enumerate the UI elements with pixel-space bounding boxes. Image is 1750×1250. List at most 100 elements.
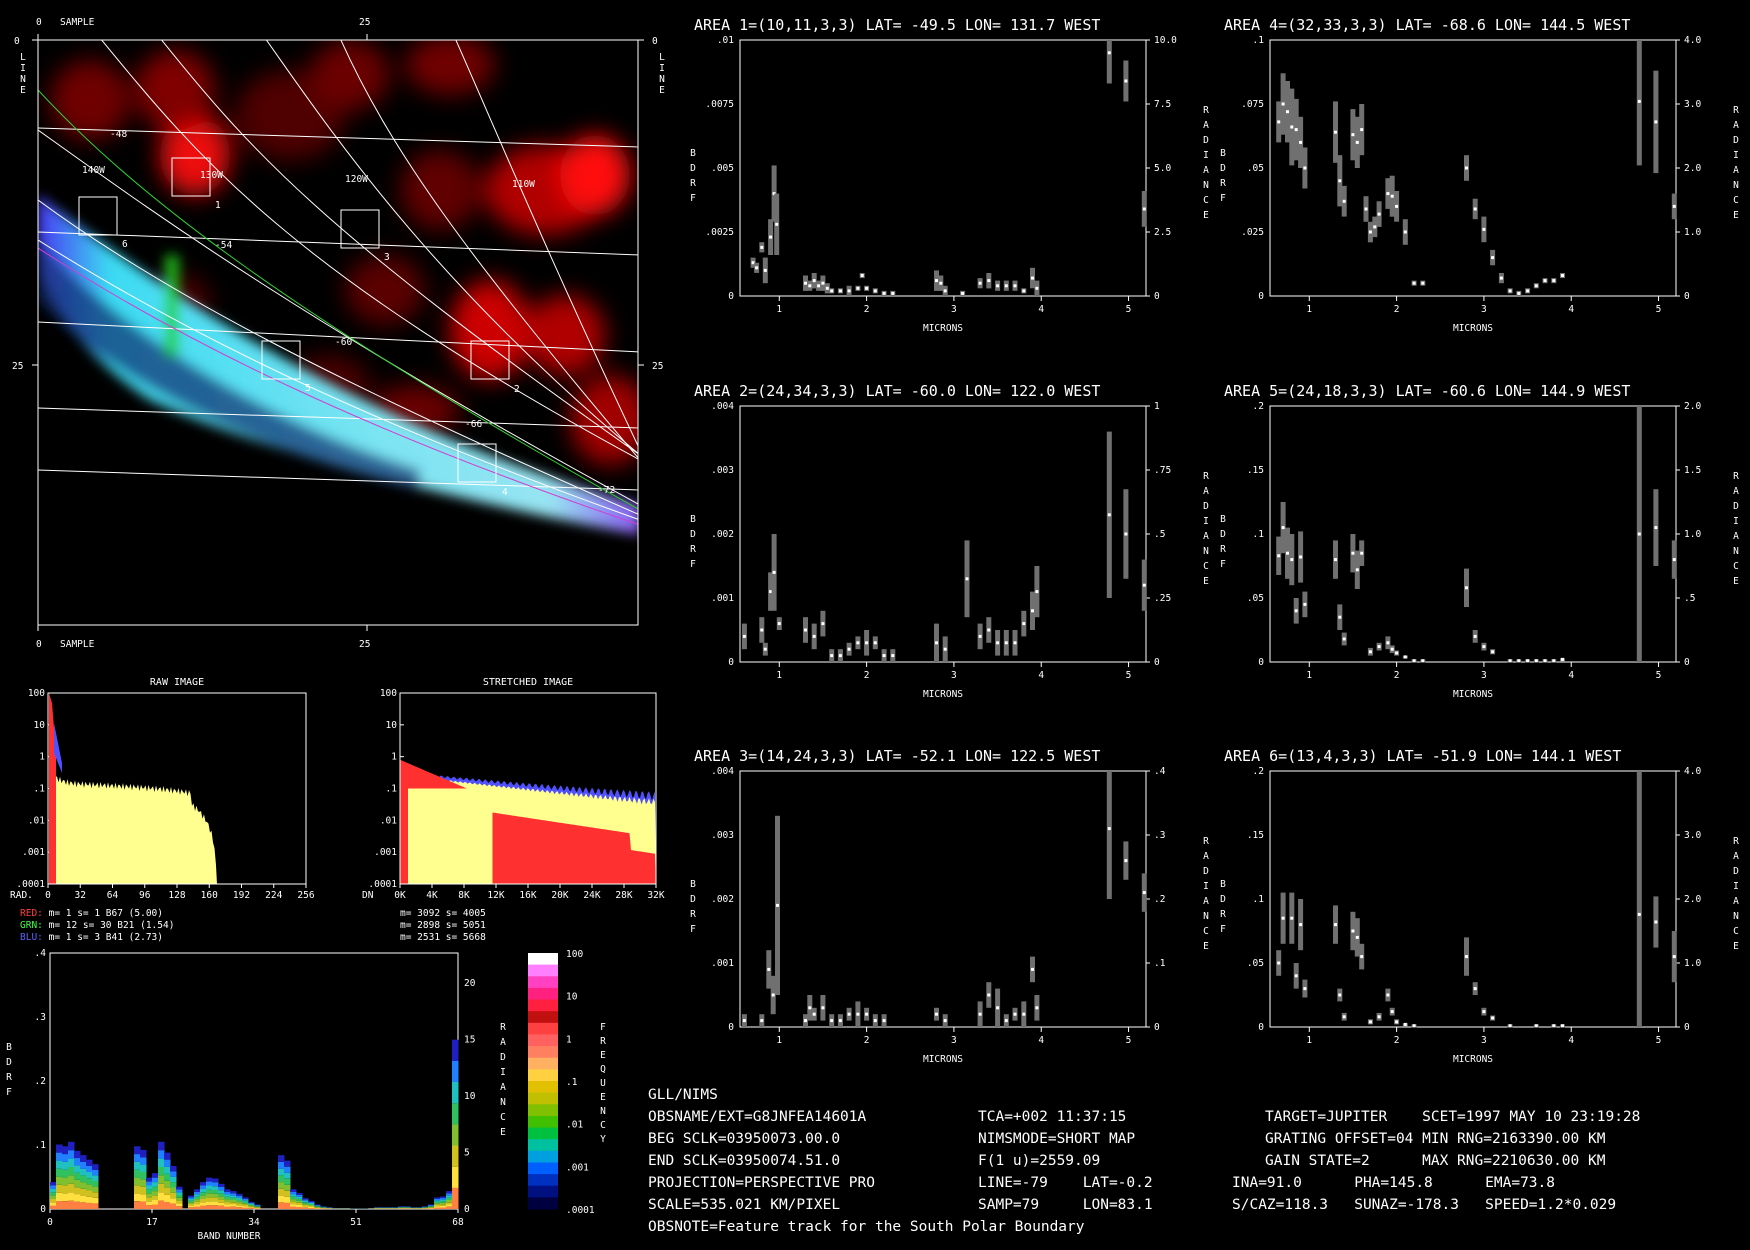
area-spectrum-6: AREA 6=(13,4,3,3) LAT= -51.9 LON= 144.1 …: [1220, 747, 1739, 1065]
band-bar: [158, 1158, 165, 1167]
data-point: [804, 281, 807, 285]
band-bar: [68, 1175, 75, 1184]
area-y2label-letter: A: [1203, 851, 1209, 862]
band-bar: [434, 1197, 441, 1199]
raw-stat-line: BLU: m= 1 s= 3 B41 (2.73): [20, 932, 163, 943]
data-point: [1386, 993, 1390, 997]
histogram-x-tick: 224: [265, 890, 282, 901]
band-bar: [86, 1190, 93, 1197]
frequency-y2-tick: 5: [464, 1148, 470, 1159]
histogram-x-tick: 32: [75, 890, 86, 901]
colorbar-segment: [528, 964, 558, 977]
data-point: [1124, 79, 1128, 83]
data-point: [1473, 207, 1477, 211]
band-bar: [242, 1203, 249, 1205]
band-bar: [248, 1208, 255, 1209]
data-point: [1035, 286, 1039, 290]
info-col1: SCALE=535.021 KM/PIXEL: [648, 1197, 840, 1213]
data-point: [821, 622, 825, 626]
data-point: [1031, 276, 1034, 280]
data-point: [1338, 615, 1342, 619]
colorbar-segment: [528, 1092, 558, 1105]
area-x-tick: 3: [951, 670, 957, 681]
band-bar: [428, 1208, 435, 1209]
data-point: [1338, 179, 1342, 183]
info-col3: INA=91.0 PHA=145.8 EMA=73.8: [1232, 1175, 1555, 1191]
band-bar: [80, 1168, 87, 1176]
band-bar: [428, 1206, 435, 1207]
area-y2label-letter: E: [1733, 941, 1739, 952]
band-bar: [152, 1173, 159, 1178]
colorbar-segment: [528, 1069, 558, 1082]
map-grid-line: [340, 40, 638, 459]
band-bar: [254, 1205, 261, 1206]
data-point: [1543, 659, 1547, 663]
map-grid-line: [38, 321, 638, 353]
stretched-stat-line: m= 2531 s= 5668: [400, 932, 486, 943]
line-tick-25-right: 25: [652, 361, 663, 372]
histogram-x-tick: 12K: [487, 890, 504, 901]
band-bar: [434, 1204, 441, 1207]
data-point: [1281, 526, 1285, 530]
area-x-tick: 1: [1306, 1035, 1312, 1046]
data-point: [987, 993, 991, 997]
data-point: [812, 279, 816, 283]
frequency-y-tick: .3: [35, 1012, 46, 1023]
band-bar: [188, 1195, 195, 1198]
band-bar: [164, 1201, 171, 1209]
area-y2label-letter: C: [1203, 195, 1209, 206]
data-point: [1561, 274, 1564, 277]
band-bar: [170, 1171, 177, 1177]
histogram-y-tick: .01: [28, 815, 45, 826]
band-bar: [134, 1146, 141, 1155]
area-y-tick: .004: [711, 401, 734, 412]
error-bar: [1106, 771, 1112, 899]
area-y2-tick: 2.0: [1684, 163, 1701, 174]
area-y2label-letter: N: [1733, 546, 1739, 557]
data-point: [1491, 256, 1495, 260]
histogram-x-tick: 64: [107, 890, 119, 901]
area-x-tick: 5: [1126, 670, 1132, 681]
data-point: [1294, 974, 1298, 978]
histogram-title: RAW IMAGE: [150, 677, 204, 688]
frequency-right-label-letter: A: [500, 1037, 506, 1048]
band-bar: [176, 1186, 183, 1190]
band-bar: [200, 1188, 207, 1193]
area-ylabel-letter: F: [690, 924, 696, 935]
data-point: [1351, 551, 1355, 555]
band-bar: [230, 1202, 237, 1205]
band-bar: [302, 1205, 309, 1207]
data-point: [978, 281, 982, 285]
band-bar: [146, 1193, 153, 1198]
info-col2: NIMSMODE=SHORT MAP: [978, 1131, 1135, 1147]
band-bar: [308, 1207, 315, 1208]
data-point: [1351, 133, 1355, 137]
histogram-raw-blue: [54, 723, 62, 773]
area-x-tick: 5: [1656, 304, 1662, 315]
histogram-x-tick: 24K: [583, 890, 600, 901]
band-bar: [212, 1193, 219, 1198]
data-point: [1360, 128, 1364, 132]
area-xlabel: MICRONS: [1453, 323, 1493, 334]
area-x-tick: 5: [1656, 670, 1662, 681]
band-bar: [200, 1205, 207, 1209]
band-bar: [188, 1207, 195, 1209]
band-bar: [278, 1182, 285, 1189]
band-bar: [176, 1200, 183, 1204]
area-y-tick: .2: [1253, 766, 1264, 777]
histogram-y-tick: 10: [34, 720, 46, 731]
data-point: [1421, 281, 1425, 285]
data-point: [865, 641, 869, 645]
band-bar: [434, 1203, 441, 1205]
colorbar-segment: [528, 1034, 558, 1047]
data-point: [1013, 284, 1017, 288]
colorbar-segment: [528, 1022, 558, 1035]
data-point: [1338, 993, 1342, 997]
band-bar: [452, 1124, 459, 1146]
band-bar: [236, 1205, 243, 1208]
band-bar: [80, 1188, 87, 1196]
band-bar: [236, 1207, 243, 1209]
line-tick-0-right: 0: [652, 36, 658, 47]
area-ylabel-letter: B: [690, 514, 696, 525]
area-y-tick: .05: [1247, 163, 1264, 174]
